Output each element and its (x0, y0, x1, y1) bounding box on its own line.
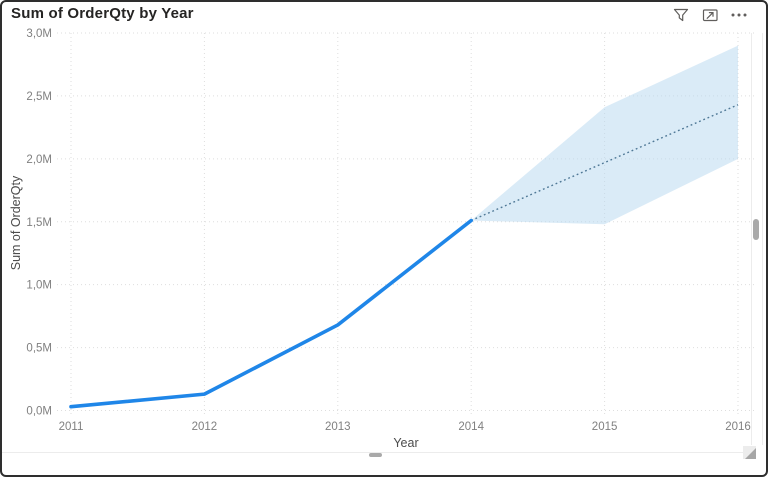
svg-text:2014: 2014 (458, 421, 484, 433)
svg-text:2012: 2012 (192, 421, 218, 433)
visual-title: Sum of OrderQty by Year (11, 5, 194, 22)
svg-text:1,5M: 1,5M (26, 217, 52, 229)
forecast-confidence-band (471, 45, 738, 225)
vertical-scrollbar-track[interactable] (751, 33, 763, 445)
x-axis-title: Year (393, 436, 419, 450)
svg-text:2016: 2016 (725, 421, 751, 433)
svg-text:2,5M: 2,5M (26, 91, 52, 103)
gridlines (57, 32, 755, 417)
x-axis-tick-labels: 2011 2012 2013 2014 2015 2016 (59, 421, 751, 433)
vertical-scrollbar-thumb[interactable] (753, 219, 759, 240)
horizontal-scrollbar-track[interactable] (2, 452, 754, 453)
actual-line-series[interactable] (69, 218, 474, 409)
y-axis-tick-labels: 0,0M 0,5M 1,0M 1,5M 2,0M 2,5M 3,0M (26, 28, 52, 417)
svg-text:2013: 2013 (325, 421, 351, 433)
visual-toolbar (672, 6, 748, 24)
scrollbar-corner-handle (743, 446, 756, 459)
horizontal-scrollbar-thumb[interactable] (369, 453, 382, 457)
svg-text:3,0M: 3,0M (26, 28, 52, 40)
svg-text:2011: 2011 (59, 421, 84, 433)
y-axis-title: Sum of OrderQty (9, 175, 23, 271)
filter-icon[interactable] (672, 6, 690, 24)
focus-mode-icon[interactable] (701, 6, 719, 24)
svg-text:1,0M: 1,0M (26, 280, 52, 292)
svg-text:2,0M: 2,0M (26, 154, 52, 166)
svg-text:2015: 2015 (592, 421, 618, 433)
more-options-icon[interactable] (730, 6, 748, 24)
svg-text:0,0M: 0,0M (26, 406, 52, 418)
svg-text:0,5M: 0,5M (26, 343, 52, 355)
